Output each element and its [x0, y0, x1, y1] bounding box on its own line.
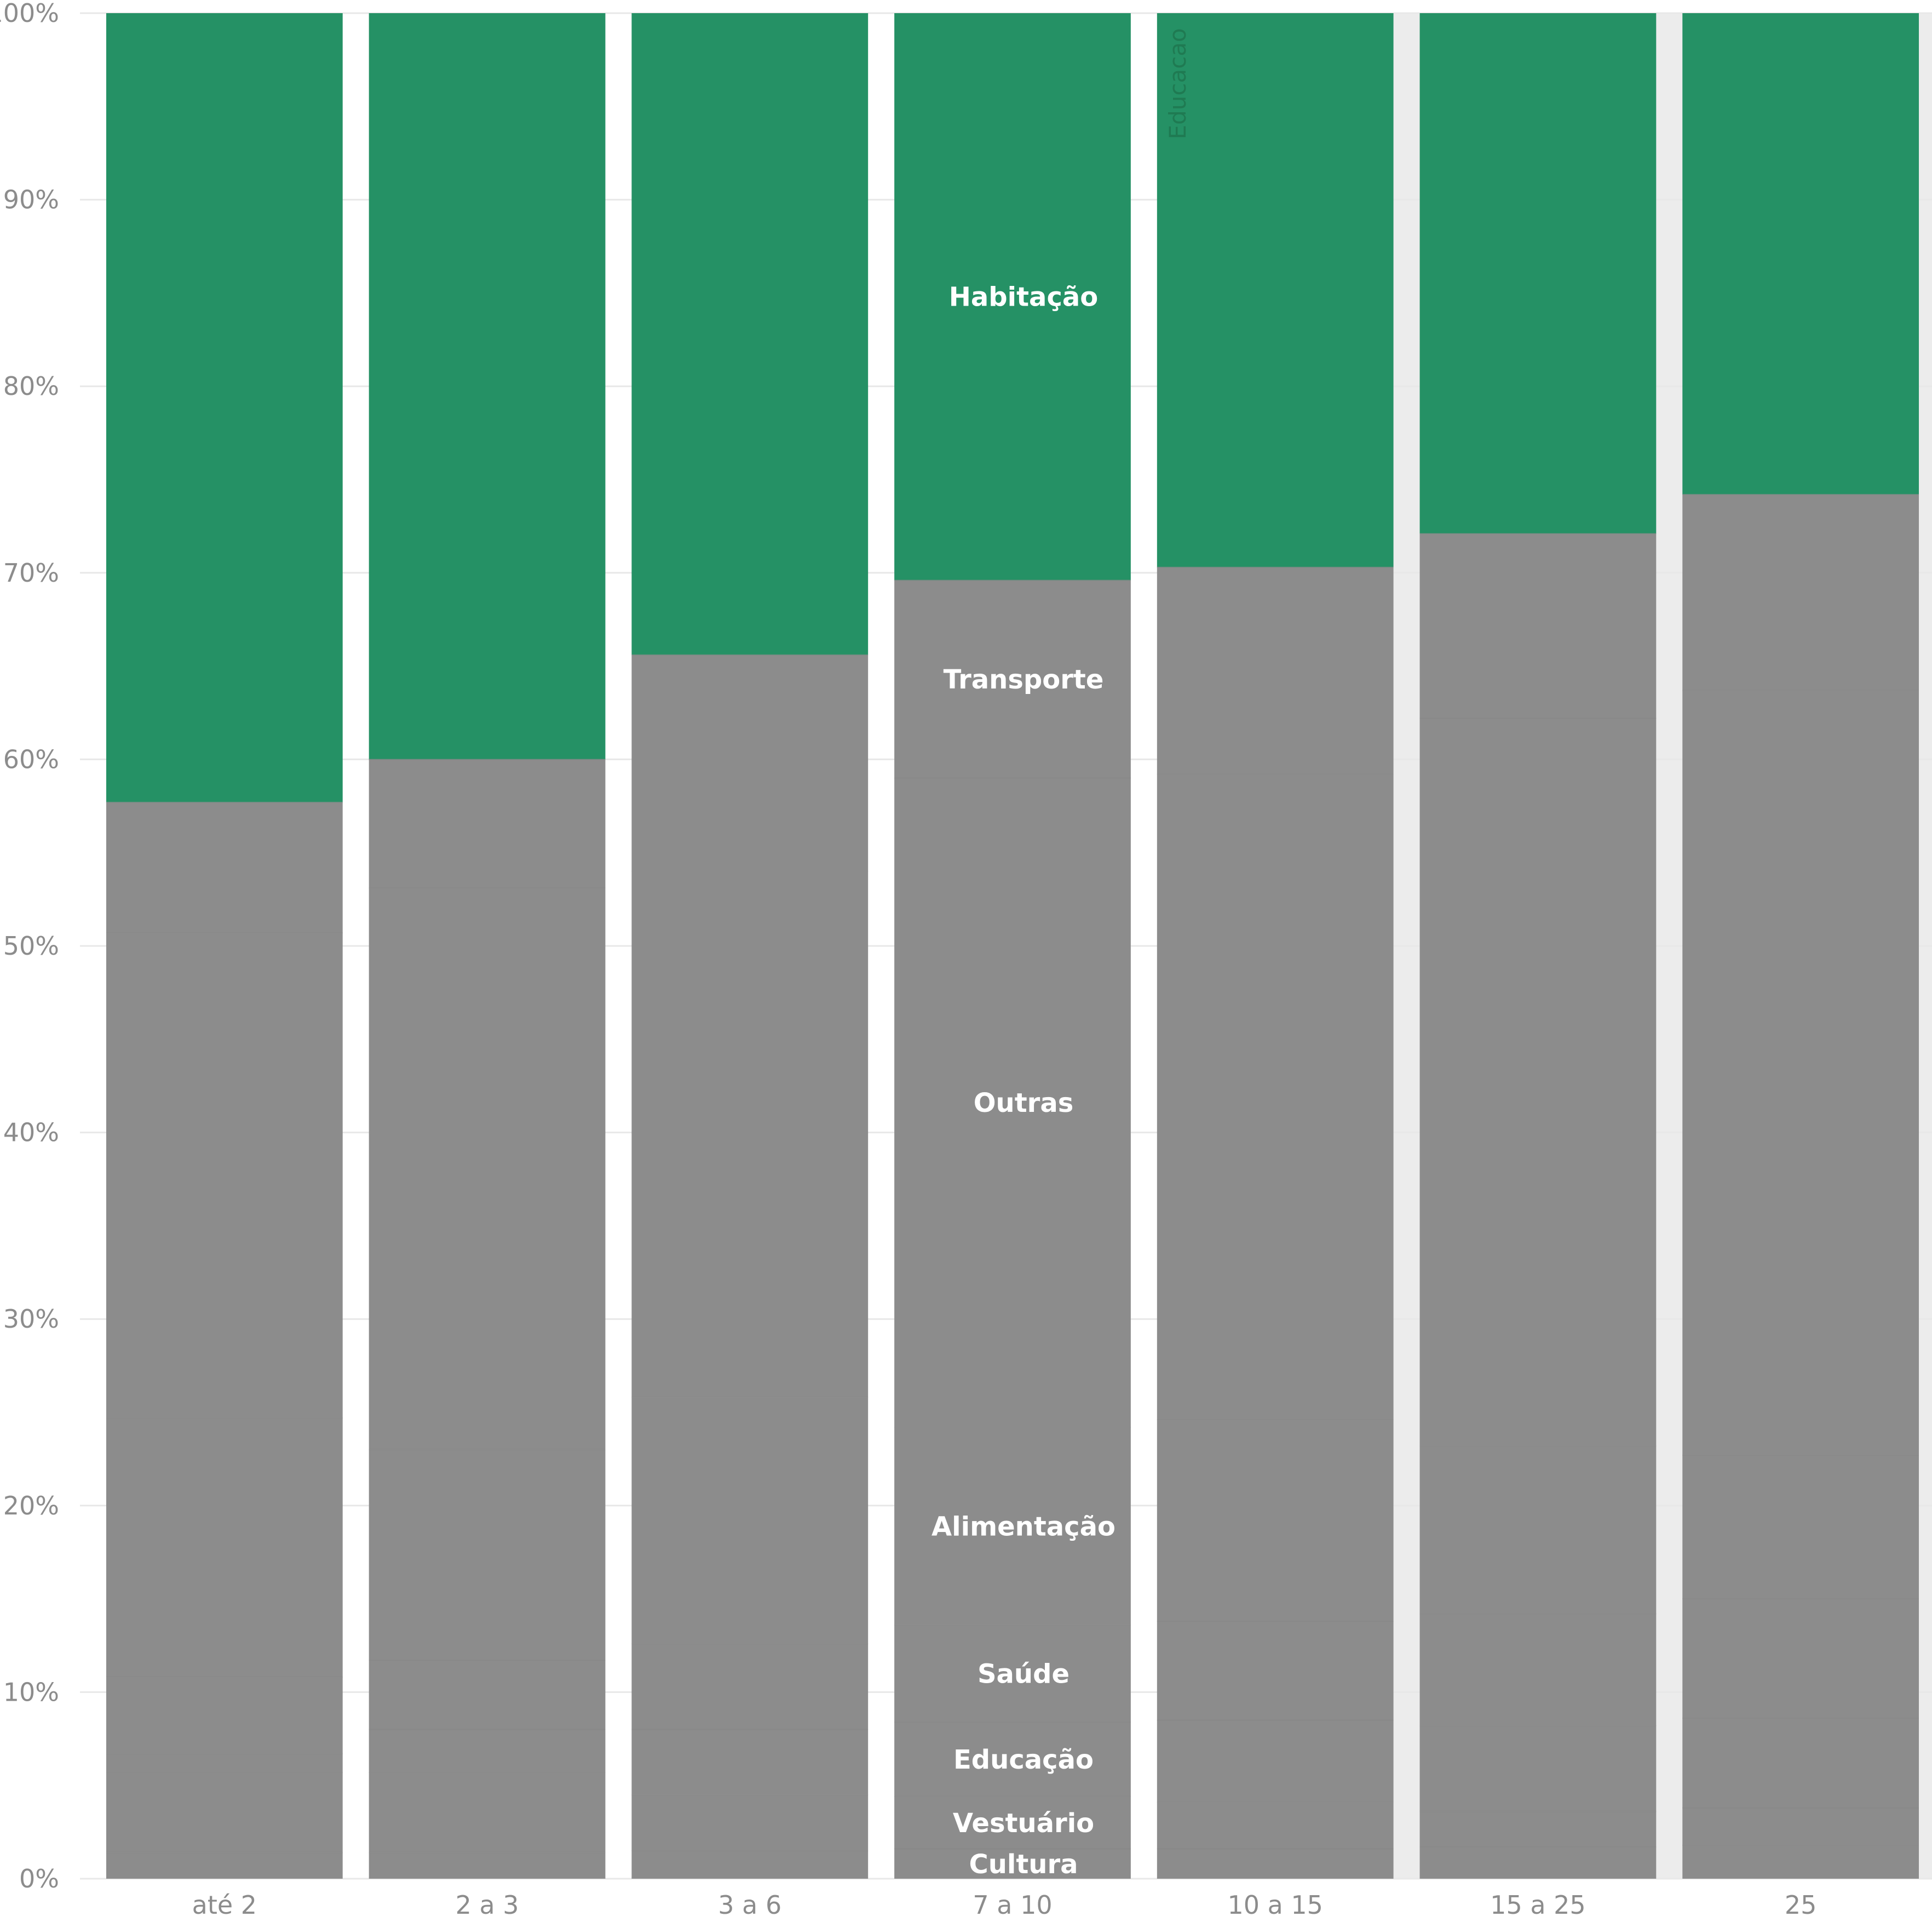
bar-segment-transporte: [1157, 567, 1394, 774]
bar-segment-habitação: [1419, 13, 1657, 534]
y-tick-label: 30%: [3, 1304, 59, 1334]
bar-segment-alimentação: [369, 1449, 606, 1661]
y-tick-label: 20%: [3, 1491, 59, 1520]
bar-segment-saúde: [1419, 1614, 1657, 1726]
bar-segment-vestuário: [1419, 1811, 1657, 1847]
bar-segment-outras: [1682, 690, 1919, 1455]
bar-segment-educação: [1157, 1720, 1394, 1803]
bar-segment-saúde: [369, 1660, 606, 1730]
bar-segment-educação: [106, 1753, 343, 1772]
bar-segment-educação: [894, 1722, 1131, 1797]
bar-segment-outras: [1157, 774, 1394, 1420]
bar-segment-habitação: [1157, 13, 1394, 567]
bar-segment-vestuário: [1157, 1802, 1394, 1849]
segment-label-alimentação: Alimentação: [932, 1511, 1116, 1542]
bar-segment-cultura: [1682, 1845, 1919, 1879]
bar-segment-alimentação: [1419, 1445, 1657, 1614]
bar-segment-educação: [1419, 1725, 1657, 1812]
segment-label-vestuário: Vestuário: [953, 1808, 1094, 1839]
bar-segment-transporte: [106, 802, 343, 933]
bar-segment-alimentação: [106, 1418, 343, 1678]
bar-segment-habitação: [631, 13, 869, 655]
segment-label-outras: Outras: [974, 1088, 1074, 1118]
bar-segment-cultura: [1419, 1847, 1657, 1879]
bar-segment-saúde: [1157, 1621, 1394, 1720]
bar-segment-saúde: [1682, 1599, 1919, 1719]
bar-segment-transporte: [894, 580, 1131, 778]
bar-segment-transporte: [631, 655, 869, 871]
y-tick-label: 0%: [19, 1864, 59, 1893]
bar-segment-habitação: [106, 13, 343, 802]
bar-segment-cultura: [369, 1852, 606, 1879]
segment-label-transporte: Transporte: [944, 664, 1104, 695]
bar-segment-habitação: [1682, 13, 1919, 495]
bar-segment-alimentação: [1157, 1420, 1394, 1621]
y-tick-label: 10%: [3, 1677, 59, 1707]
bar-segment-vestuário: [631, 1794, 869, 1851]
segment-label-cultura: Cultura: [969, 1849, 1078, 1880]
bar-segment-transporte: [369, 759, 606, 888]
bar-segment-alimentação: [631, 1397, 869, 1644]
bar-segment-outras: [106, 933, 343, 1418]
x-tick-label: 15 a 25: [1490, 1890, 1586, 1920]
segment-label-educação: Educação: [953, 1745, 1094, 1775]
x-tick-label: 10 a 15: [1227, 1890, 1323, 1920]
y-tick-label: 40%: [3, 1118, 59, 1147]
bar-segment-vestuário: [894, 1797, 1131, 1849]
x-tick-label: 2 a 3: [456, 1890, 519, 1920]
bar-segment-saúde: [106, 1677, 343, 1754]
bar-segment-educação: [1682, 1718, 1919, 1808]
faint-annotation: Educacao: [1164, 28, 1191, 139]
bar-segment-habitação: [894, 13, 1131, 581]
bar-segment-habitação: [369, 13, 606, 760]
x-tick-label: até 2: [192, 1890, 257, 1920]
bar-segment-cultura: [1157, 1849, 1394, 1879]
y-tick-label: 100%: [0, 0, 59, 28]
bar-segment-cultura: [631, 1850, 869, 1879]
bar-segment-vestuário: [1682, 1808, 1919, 1845]
y-tick-label: 90%: [3, 185, 59, 215]
bar-segment-vestuário: [369, 1772, 606, 1853]
bar-segment-saúde: [631, 1643, 869, 1730]
bar-segment-outras: [631, 871, 869, 1398]
axes: 0% 10% 20% 30% 40% 50% 60% 70% 80% 90% 100% até 2 2 …: [0, 0, 1816, 1920]
bar-segment-transporte: [1419, 533, 1657, 719]
bar-segment-educação: [369, 1729, 606, 1772]
bars: [106, 13, 1919, 1879]
bar-segment-outras: [894, 778, 1131, 1427]
bar-segment-alimentação: [1682, 1455, 1919, 1599]
y-tick-label: 60%: [3, 744, 59, 774]
segment-label-saúde: Saúde: [978, 1659, 1070, 1689]
bar-segment-outras: [1419, 718, 1657, 1446]
y-tick-label: 70%: [3, 558, 59, 588]
bar-segment-saúde: [894, 1625, 1131, 1722]
bar-segment-outras: [369, 888, 606, 1450]
x-tick-label: 25: [1785, 1890, 1817, 1920]
y-tick-label: 50%: [3, 931, 59, 961]
segment-label-habitação: Habitação: [949, 282, 1099, 313]
y-tick-label: 80%: [3, 371, 59, 401]
bar-segment-alimentação: [894, 1427, 1131, 1625]
bar-segment-educação: [631, 1729, 869, 1795]
bar-segment-transporte: [1682, 494, 1919, 691]
bar-segment-cultura: [106, 1852, 343, 1879]
bar-segment-cultura: [894, 1849, 1131, 1879]
bar-segment-vestuário: [106, 1772, 343, 1853]
x-tick-label: 3 a 6: [718, 1890, 781, 1920]
x-tick-label: 7 a 10: [973, 1890, 1052, 1920]
segment-labels: Cultura Vestuário Educação Saúde Alimentação…: [932, 28, 1191, 1880]
